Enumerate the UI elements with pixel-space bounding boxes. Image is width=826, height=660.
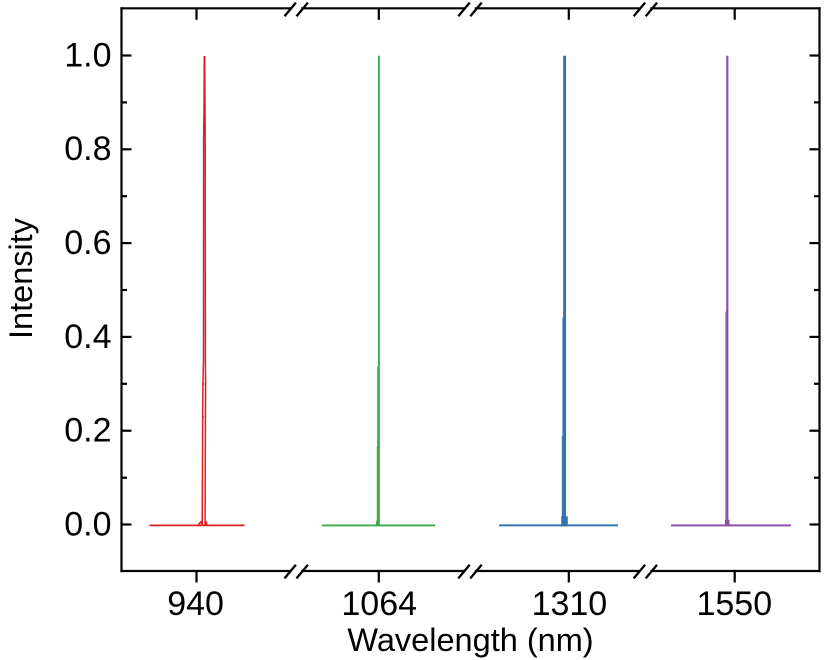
svg-text:0.4: 0.4 xyxy=(64,318,111,356)
svg-text:0.6: 0.6 xyxy=(64,224,111,262)
svg-text:Intensity: Intensity xyxy=(3,217,39,339)
svg-text:940: 940 xyxy=(167,585,224,623)
svg-text:1.0: 1.0 xyxy=(64,36,111,74)
svg-text:0.8: 0.8 xyxy=(64,130,111,168)
svg-text:1310: 1310 xyxy=(532,585,608,623)
svg-text:0.2: 0.2 xyxy=(64,412,111,450)
svg-text:Wavelength (nm): Wavelength (nm) xyxy=(347,622,593,658)
svg-text:0.0: 0.0 xyxy=(64,505,111,543)
svg-text:1064: 1064 xyxy=(341,585,417,623)
svg-text:1550: 1550 xyxy=(696,585,772,623)
